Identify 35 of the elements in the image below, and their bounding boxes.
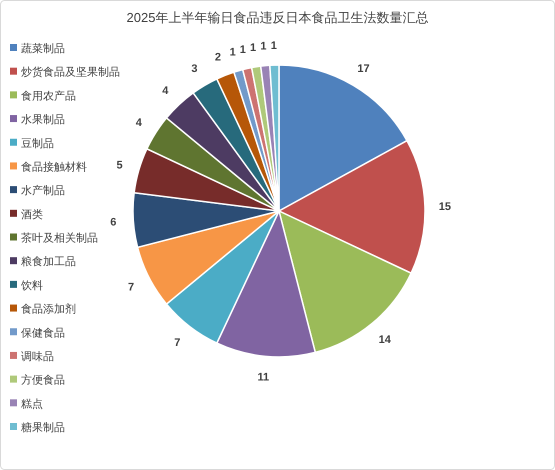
legend-label: 食品接触材料 (21, 160, 87, 174)
legend-label: 酒类 (21, 208, 43, 221)
legend-label: 炒货食品及坚果制品 (21, 66, 120, 79)
legend-label: 食品添加剂 (21, 302, 76, 316)
legend-label: 蔬菜制品 (21, 42, 65, 55)
legend-label: 粮食加工品 (21, 255, 76, 268)
data-label: 4 (162, 84, 170, 97)
data-label: 17 (357, 63, 370, 76)
data-label: 4 (136, 117, 143, 130)
data-label: 1 (240, 44, 246, 56)
legend-label: 饮料 (20, 278, 43, 292)
data-label: 2 (214, 52, 221, 64)
legend-label: 茶叶及相关制品 (21, 232, 98, 244)
data-label: 7 (174, 337, 180, 350)
data-label: 1 (270, 40, 277, 52)
legend-label: 方便食品 (21, 374, 65, 387)
data-label: 7 (128, 281, 134, 294)
legend-label: 水产制品 (21, 184, 65, 198)
data-label: 1 (250, 42, 256, 54)
data-label: 1 (230, 46, 236, 59)
data-label: 5 (116, 160, 123, 172)
legend-label: 保健食品 (21, 327, 65, 340)
legend-label: 糕点 (21, 397, 43, 410)
data-label: 3 (191, 63, 198, 76)
legend-label: 水果制品 (21, 113, 65, 126)
legend-label: 调味品 (21, 350, 54, 363)
legend-label: 豆制品 (21, 136, 54, 150)
data-label: 14 (378, 334, 392, 346)
legend-label: 糖果制品 (21, 421, 65, 434)
chart-title: 2025年上半年输日食品违反日本食品卫生法数量汇总 (126, 10, 428, 25)
legend-label: 食用农产品 (21, 89, 76, 102)
data-label: 1 (260, 40, 266, 53)
data-label: 15 (438, 200, 452, 213)
data-label: 6 (110, 216, 116, 228)
data-label: 11 (258, 371, 270, 384)
